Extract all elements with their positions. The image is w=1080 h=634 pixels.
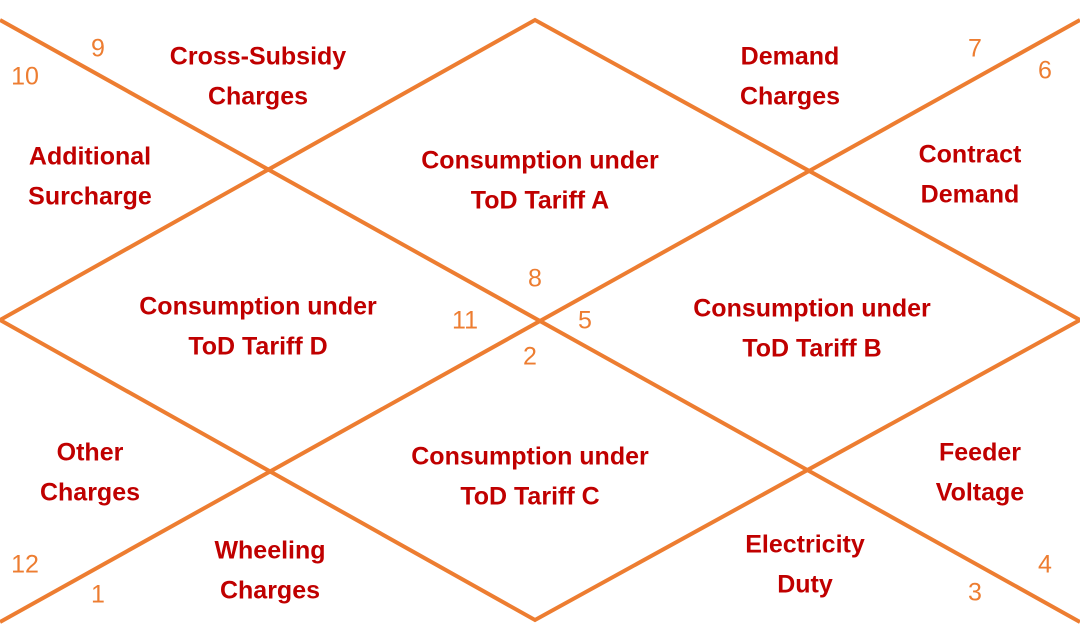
house-label: Additional [29,143,151,171]
house-label: Charges [740,83,840,111]
house-label: Feeder [939,439,1021,467]
house-label: Charges [40,479,140,507]
house-label: ToD Tariff C [460,483,599,511]
house-label: Cross-Subsidy [170,43,347,71]
house-label: Charges [220,577,320,605]
house-label: ToD Tariff A [471,187,609,215]
house-label: Charges [208,83,308,111]
house-label: Duty [777,571,833,599]
house-number: 11 [452,307,478,335]
house-number: 6 [1038,57,1052,85]
house-label: ToD Tariff D [188,333,327,361]
house-number: 4 [1038,551,1052,579]
house-number: 9 [91,35,105,63]
house-label: Voltage [936,479,1025,507]
house-number: 10 [11,63,39,91]
house-label: Other [57,439,124,467]
house-label: Electricity [745,531,865,559]
house-label: Demand [921,181,1020,209]
house-number: 3 [968,579,982,607]
house-label: Demand [741,43,840,71]
house-label: ToD Tariff B [742,335,881,363]
house-number: 12 [11,551,39,579]
diamond [0,17,1080,623]
house-number: 8 [528,265,542,293]
house-label: Wheeling [214,537,325,565]
house-number: 7 [968,35,982,63]
chart-lines [0,17,1080,624]
house-label: Contract [919,141,1022,169]
house-label: Consumption under [411,443,649,471]
house-label: Surcharge [28,183,152,211]
house-number: 5 [578,307,592,335]
house-number: 1 [91,581,105,609]
house-number: 2 [523,343,537,371]
house-label: Consumption under [139,293,377,321]
house-label: Consumption under [693,295,931,323]
house-label: Consumption under [421,147,659,175]
diagonal [0,18,1080,624]
